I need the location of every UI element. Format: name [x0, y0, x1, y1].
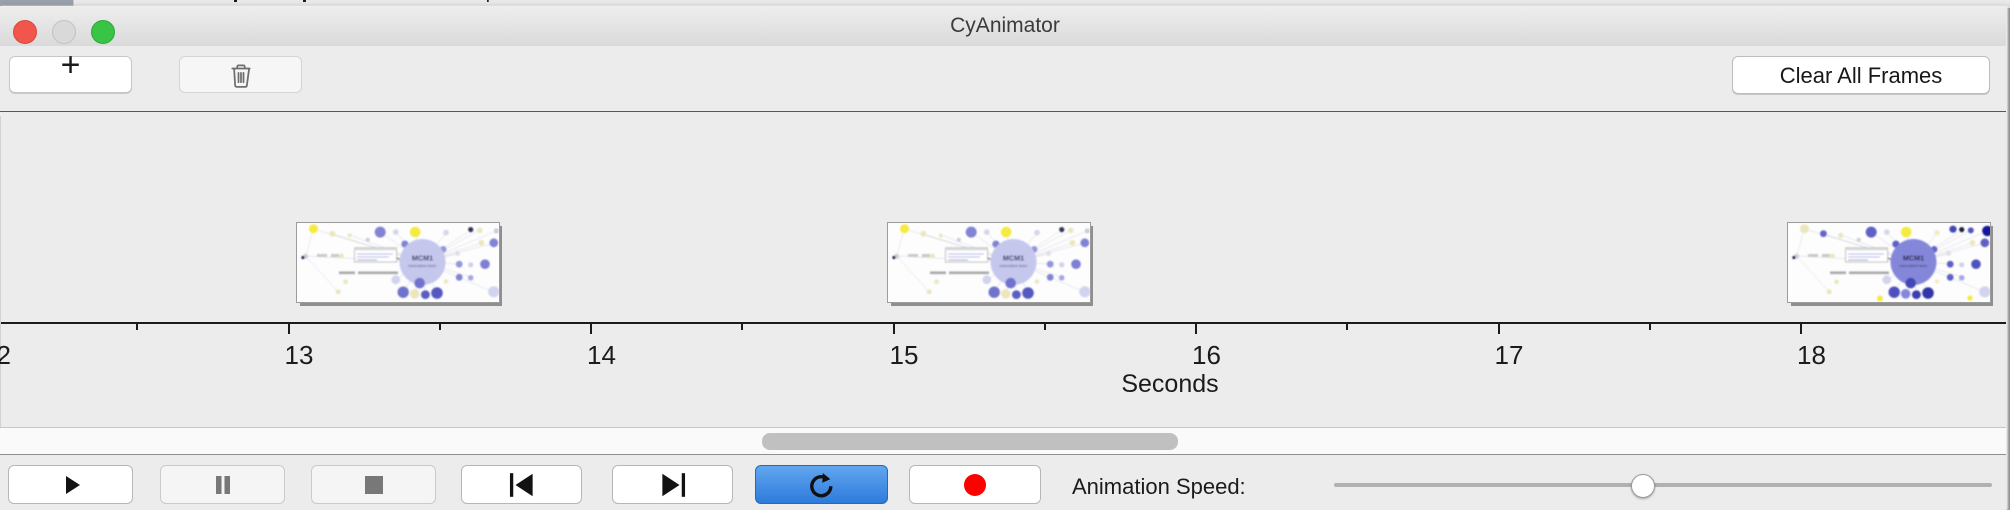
svg-text:transcription factor: transcription factor	[1000, 264, 1029, 268]
svg-text:MCM1: MCM1	[1003, 254, 1024, 263]
svg-text:MCM1: MCM1	[412, 254, 433, 263]
svg-text:MCM1: MCM1	[1903, 254, 1924, 263]
svg-text:transcription factor: transcription factor	[1900, 264, 1929, 268]
svg-text:transcription factor: transcription factor	[409, 264, 438, 268]
